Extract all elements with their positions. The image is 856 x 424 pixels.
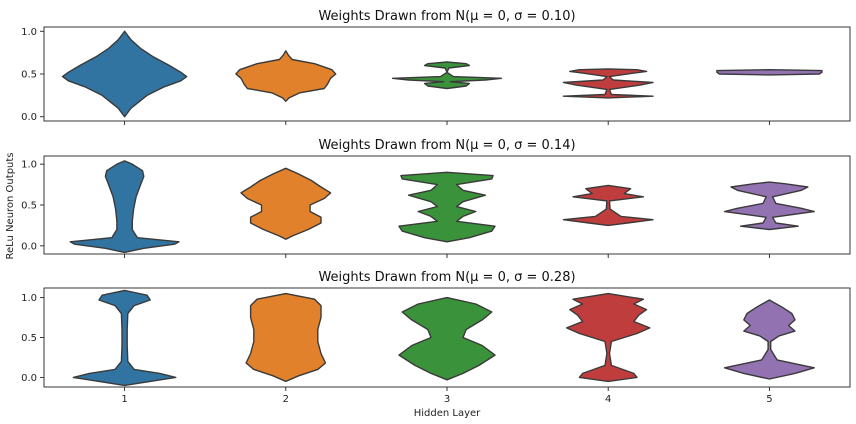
y-axis-label: ReLu Neuron Outputs [5,152,16,259]
y-tick-label: 0.0 [21,373,37,384]
violin-layer-3 [391,61,503,90]
y-tick-label: 0.0 [21,241,37,252]
violin-layer-1 [61,30,188,118]
x-tick-label: 1 [121,394,127,405]
violin-layer-4 [562,184,654,227]
violin-layer-4 [562,68,654,99]
x-tick-label: 2 [283,394,289,405]
y-tick-label: 0.0 [21,112,37,123]
violin-layer-3 [398,171,496,243]
panel-title: Weights Drawn from N(μ = 0, σ = 0.10) [318,9,575,24]
panel-title: Weights Drawn from N(μ = 0, σ = 0.28) [318,270,575,285]
x-tick-label: 4 [605,394,611,405]
y-tick-label: 1.0 [21,160,37,171]
violin-layer-1 [72,289,177,387]
violin-layer-5 [723,181,815,231]
y-tick-label: 1.0 [21,293,37,304]
violin-layer-4 [565,292,651,383]
panel-3: Weights Drawn from N(μ = 0, σ = 0.28) 0.0… [21,270,851,405]
y-tick-label: 0.5 [21,201,37,212]
violin-layer-3 [398,296,496,381]
x-tick-label: 5 [766,394,772,405]
y-tick-label: 0.5 [21,70,37,81]
panel-2: Weights Drawn from N(μ = 0, σ = 0.14) 0.0… [21,138,851,258]
violin-layer-2 [235,50,337,102]
violin-layer-2 [245,292,327,383]
violin-layer-2 [240,167,332,240]
violin-layer-1 [69,160,180,254]
x-axis-label: Hidden Layer [414,408,481,419]
violin-layer-5 [723,299,815,380]
panel-title: Weights Drawn from N(μ = 0, σ = 0.14) [318,138,575,153]
panel-1: Weights Drawn from N(μ = 0, σ = 0.10) 0.0… [21,9,851,125]
y-tick-label: 1.0 [21,27,37,38]
violin-layer-5 [716,69,823,76]
x-tick-label: 3 [444,394,450,405]
y-tick-label: 0.5 [21,333,37,344]
